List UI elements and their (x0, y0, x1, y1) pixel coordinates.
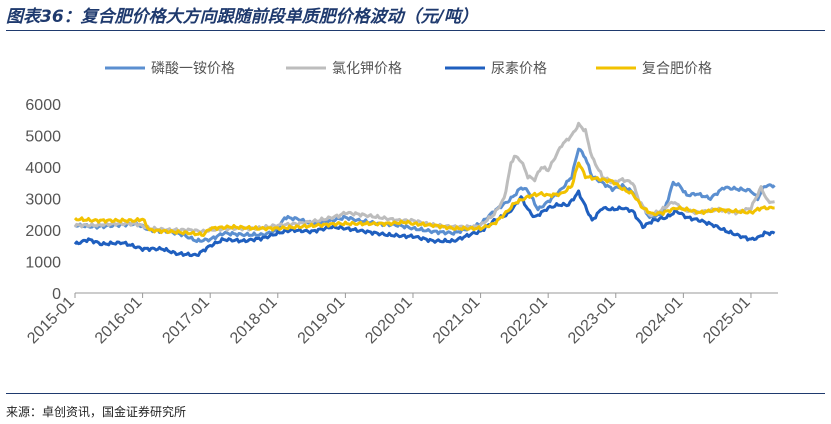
y-tick-label: 3000 (25, 192, 61, 209)
x-tick-label: 2020-01 (362, 294, 416, 348)
title-divider (6, 30, 825, 31)
legend: 磷酸一铵价格 氯化钾价格 尿素价格 复合肥价格 (105, 60, 712, 77)
series-line-0 (74, 147, 776, 244)
x-tick-label: 2024-01 (633, 294, 687, 348)
x-tick-label: 2025-01 (700, 294, 754, 348)
price-line-chart: 磷酸一铵价格 氯化钾价格 尿素价格 复合肥价格 0 1000 2000 3000 4000 50… (24, 60, 778, 348)
source-note: 来源：卓创资讯，国金证券研究所 (6, 405, 187, 419)
y-axis: 0 1000 2000 3000 4000 5000 6000 (25, 97, 61, 303)
x-tick-label: 2018-01 (227, 294, 281, 348)
legend-label: 磷酸一铵价格 (151, 61, 235, 77)
legend-label: 复合肥价格 (642, 60, 712, 77)
y-tick-label: 2000 (25, 223, 61, 240)
y-tick-label: 1000 (25, 255, 61, 272)
x-tick-label: 2016-01 (92, 294, 146, 348)
series-line-2 (73, 189, 776, 258)
x-tick-label: 2019-01 (295, 294, 349, 348)
x-tick-label: 2015-01 (24, 294, 78, 348)
x-axis: 2015-01 2016-01 2017-01 2018-01 2019-01 2020-… (24, 292, 778, 348)
x-tick-label: 2023-01 (565, 294, 619, 348)
chart-title: 图表36：复合肥价格大方向跟随前段单质肥价格波动（元/吨） (6, 7, 478, 27)
y-tick-label: 4000 (25, 160, 61, 177)
series-line-3 (73, 161, 775, 237)
footer-divider (6, 393, 825, 394)
x-tick-label: 2021-01 (430, 294, 484, 348)
series-lines (73, 121, 776, 258)
y-tick-label: 0 (52, 286, 61, 303)
y-tick-label: 5000 (25, 129, 61, 146)
x-tick-label: 2017-01 (159, 294, 213, 348)
y-tick-label: 6000 (25, 97, 61, 114)
legend-label: 氯化钾价格 (332, 61, 402, 77)
x-tick-label: 2022-01 (497, 294, 551, 348)
legend-label: 尿素价格 (491, 61, 547, 77)
